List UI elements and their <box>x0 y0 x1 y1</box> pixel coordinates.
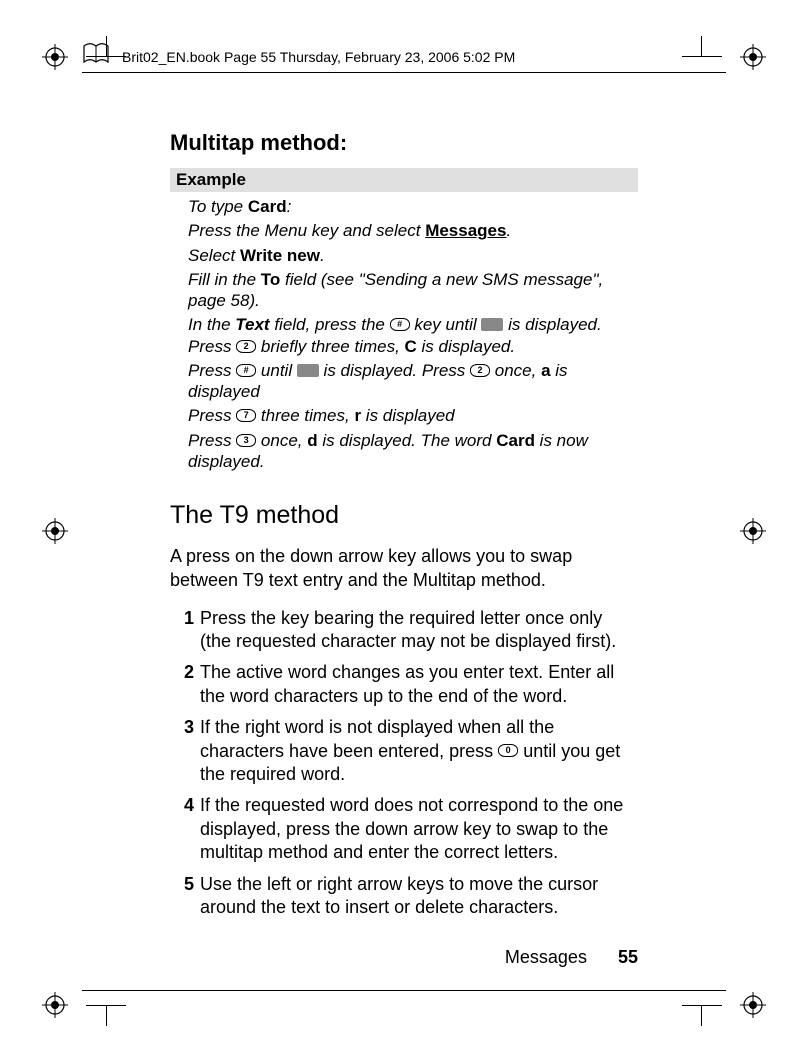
step-text: If the requested word does not correspon… <box>200 794 638 864</box>
page-content: Multitap method: Example To type Card: P… <box>170 130 638 927</box>
key-hash-icon: # <box>236 364 256 377</box>
header-text: Brit02_EN.book Page 55 Thursday, Februar… <box>122 49 515 65</box>
step-item: 2The active word changes as you enter te… <box>170 661 638 708</box>
t: : <box>287 197 292 216</box>
t: field, press the <box>270 315 390 334</box>
step-item: 3If the right word is not displayed when… <box>170 716 638 786</box>
step-number: 2 <box>170 661 194 708</box>
t: three times, <box>256 406 354 425</box>
t: is displayed. <box>417 337 515 356</box>
t: is displayed. The word <box>318 431 497 450</box>
t: In the <box>188 315 235 334</box>
step-item: 4If the requested word does not correspo… <box>170 794 638 864</box>
page-footer: Messages 55 <box>505 947 638 968</box>
sub-title: The T9 method <box>170 501 638 530</box>
step-number: 3 <box>170 716 194 786</box>
step-number: 1 <box>170 607 194 654</box>
key-hash-icon: # <box>390 318 410 331</box>
footer-section: Messages <box>505 947 587 967</box>
step-number: 4 <box>170 794 194 864</box>
section-title: Multitap method: <box>170 130 638 156</box>
reg-mark-icon <box>740 44 766 70</box>
t: until <box>256 361 297 380</box>
t: once, <box>490 361 541 380</box>
t: To <box>261 270 281 289</box>
t: C <box>405 337 417 356</box>
reg-mark-icon <box>42 44 68 70</box>
display-icon <box>481 318 503 331</box>
t: Card <box>248 197 287 216</box>
book-icon <box>82 42 110 71</box>
key-3-icon: 3 <box>236 434 256 447</box>
crop-mark <box>682 1005 722 1006</box>
intro-text: A press on the down arrow key allows you… <box>170 544 638 593</box>
step-item: 5Use the left or right arrow keys to mov… <box>170 873 638 920</box>
step-number: 5 <box>170 873 194 920</box>
t: once, <box>256 431 307 450</box>
t: is displayed <box>361 406 455 425</box>
t: Fill in the <box>188 270 261 289</box>
example-body: To type Card: Press the Menu key and sel… <box>170 196 638 485</box>
key-2-icon: 2 <box>470 364 490 377</box>
key-7-icon: 7 <box>236 409 256 422</box>
t: Write new <box>240 246 320 265</box>
display-icon <box>297 364 319 377</box>
t: Text <box>235 315 269 334</box>
t: Press <box>188 406 236 425</box>
reg-mark-icon <box>740 518 766 544</box>
t: is displayed. Press <box>319 361 470 380</box>
key-2-icon: 2 <box>236 340 256 353</box>
t: To type <box>188 197 248 216</box>
t: Card <box>496 431 535 450</box>
t: Press <box>188 431 236 450</box>
key-0-icon: 0 <box>498 744 518 757</box>
t: key until <box>410 315 482 334</box>
t: Press the Menu key and select <box>188 221 425 240</box>
page-header: Brit02_EN.book Page 55 Thursday, Februar… <box>82 42 726 71</box>
t: . <box>320 246 325 265</box>
footer-rule <box>82 990 726 991</box>
steps-list: 1Press the key bearing the required lett… <box>170 607 638 920</box>
step-item: 1Press the key bearing the required lett… <box>170 607 638 654</box>
crop-mark <box>106 1006 107 1026</box>
reg-mark-icon <box>42 992 68 1018</box>
t: Select <box>188 246 240 265</box>
t: briefly three times, <box>256 337 404 356</box>
step-text: The active word changes as you enter tex… <box>200 661 638 708</box>
t: . <box>506 221 511 240</box>
t: Messages <box>425 221 506 240</box>
reg-mark-icon <box>740 992 766 1018</box>
step-text: If the right word is not displayed when … <box>200 716 638 786</box>
step-text: Use the left or right arrow keys to move… <box>200 873 638 920</box>
t: Press <box>188 361 236 380</box>
crop-mark <box>701 1006 702 1026</box>
reg-mark-icon <box>42 518 68 544</box>
t: d <box>307 431 317 450</box>
example-label: Example <box>170 168 638 192</box>
t: a <box>541 361 550 380</box>
footer-page-number: 55 <box>618 947 638 967</box>
header-rule <box>82 72 726 73</box>
step-text: Press the key bearing the required lette… <box>200 607 638 654</box>
